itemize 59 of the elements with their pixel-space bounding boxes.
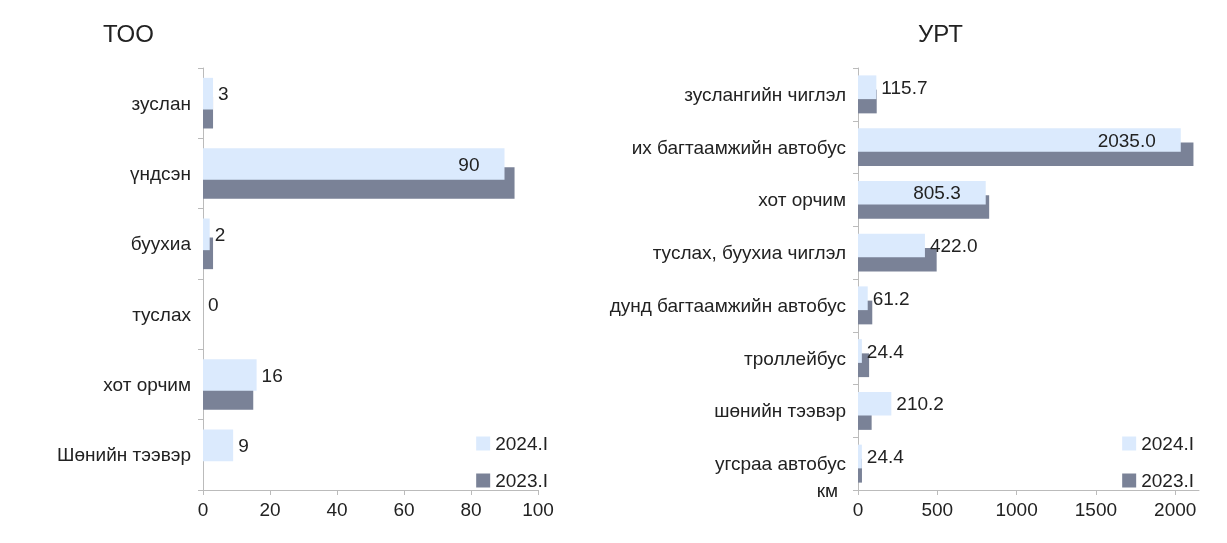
x-tick-label: 0: [197, 499, 209, 520]
chart-title: УРТ: [918, 19, 964, 47]
data-label: 3: [218, 83, 229, 105]
data-label: 2035.0: [1097, 129, 1156, 151]
x-tick-label: 1000: [995, 499, 1038, 520]
legend-label: 2023.I: [1141, 470, 1194, 491]
y-tick-label: их багтаамжийн автобус: [631, 136, 846, 158]
x-tick-label: 40: [326, 499, 348, 520]
chart-title: ТОО: [103, 19, 154, 47]
bar: [858, 233, 925, 258]
bar: [858, 128, 1181, 152]
legend-label: 2024.I: [495, 433, 548, 454]
y-tick-label: дунд багтаамжийн автобус: [609, 294, 846, 316]
data-label: 115.7: [881, 76, 928, 98]
data-label: 90: [458, 153, 480, 175]
bar: [203, 77, 214, 110]
y-tick-label: Шөнийн тээвэр: [57, 444, 191, 466]
data-label: 210.2: [896, 393, 944, 415]
bar: [858, 391, 892, 416]
x-tick-label: 1500: [1074, 499, 1118, 520]
y-tick-label: үндсэн: [130, 163, 191, 184]
x-tick-label: 60: [393, 499, 415, 520]
y-tick-label: туслах: [132, 303, 192, 325]
x-tick-label: 0: [852, 499, 864, 520]
x-tick-label: 2000: [1154, 499, 1197, 520]
x-tick-label: 500: [921, 499, 954, 520]
data-label: 9: [238, 434, 249, 456]
legend-label: 2024.I: [1141, 433, 1194, 454]
x-tick-label: 100: [522, 499, 554, 520]
data-label: 422.0: [929, 235, 978, 256]
legend-label: 2023.I: [495, 470, 548, 491]
y-tick-label: хот орчим: [758, 189, 846, 211]
bar: [203, 359, 257, 391]
y-tick-label: зуслангийн чиглэл: [684, 83, 846, 105]
bar: [858, 75, 877, 100]
bar: [858, 339, 862, 363]
y-tick-label: угсраа автобус: [714, 453, 846, 475]
x-axis-title: км: [816, 479, 838, 501]
y-tick-label: зуслан: [131, 92, 191, 114]
y-tick-label: хот орчим: [103, 374, 191, 395]
x-tick-label: 80: [460, 499, 482, 520]
bar: [858, 180, 986, 205]
data-label: 0: [208, 294, 219, 316]
bar: [858, 286, 868, 311]
y-tick-label: туслах, буухиа чиглэл: [652, 242, 846, 264]
x-tick-label: 20: [259, 499, 281, 520]
data-label: 61.2: [872, 287, 910, 309]
y-tick-label: буухиа: [130, 233, 192, 255]
data-label: 24.4: [866, 340, 905, 362]
data-label: 16: [261, 364, 283, 386]
y-tick-label: шөнийн тээвэр: [714, 400, 846, 422]
bar: [203, 218, 210, 251]
bar: [203, 429, 234, 462]
data-label: 24.4: [866, 446, 905, 467]
data-label: 805.3: [913, 182, 961, 204]
bar: [203, 148, 505, 180]
y-tick-label: троллейбус: [743, 347, 846, 369]
data-label: 2: [214, 223, 226, 245]
bar: [858, 444, 862, 469]
